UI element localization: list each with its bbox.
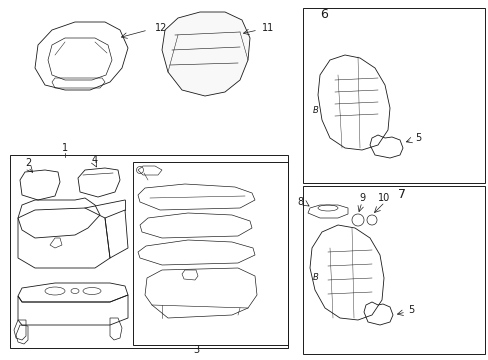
Text: 2: 2 <box>25 158 31 168</box>
Text: 4: 4 <box>92 155 98 165</box>
Text: 6: 6 <box>319 8 327 21</box>
Bar <box>10 155 287 348</box>
Text: B: B <box>312 105 318 114</box>
Text: 5: 5 <box>407 305 413 315</box>
Bar <box>133 162 287 345</box>
Text: 8: 8 <box>297 197 304 207</box>
Text: 11: 11 <box>262 23 274 33</box>
Bar <box>303 8 484 183</box>
Text: 5: 5 <box>414 133 420 143</box>
Text: 7: 7 <box>397 188 405 201</box>
Text: B: B <box>312 274 318 283</box>
Bar <box>303 186 484 354</box>
Text: 9: 9 <box>358 193 365 203</box>
Text: 3: 3 <box>193 345 199 355</box>
Text: 1: 1 <box>62 143 68 153</box>
Text: 10: 10 <box>377 193 389 203</box>
Polygon shape <box>162 12 249 96</box>
Text: 12: 12 <box>155 23 167 33</box>
